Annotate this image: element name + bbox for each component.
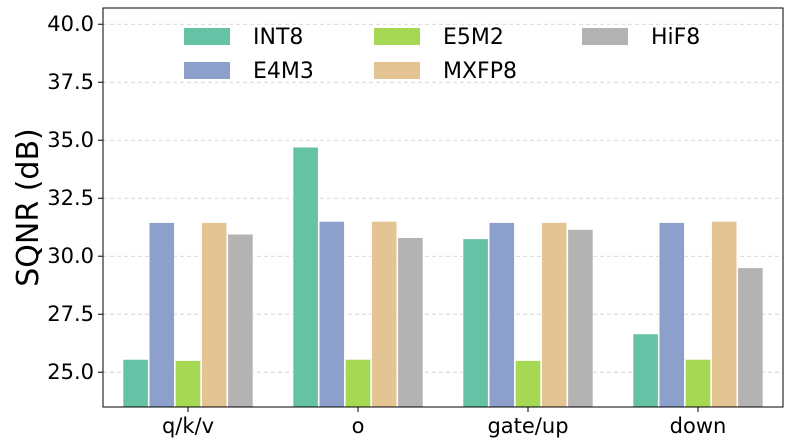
- bar-e5m2-2: [515, 360, 541, 408]
- bar-int8-3: [632, 333, 659, 408]
- y-tick-label: 40.0: [47, 12, 94, 36]
- bar-mxfp8-3: [711, 221, 738, 408]
- legend-swatch: [582, 28, 628, 45]
- bar-group-0: [122, 222, 254, 408]
- legend-swatch: [374, 62, 420, 79]
- bar-e4m3-1: [318, 221, 345, 408]
- y-tick-label: 32.5: [47, 186, 94, 210]
- legend-item-e5m2: E5M2: [374, 25, 504, 50]
- legend-item-e4m3: E4M3: [184, 59, 314, 84]
- legend: INT8 E4M3 E5M2 MXFP8 HiF8: [184, 25, 700, 84]
- x-tick-label: down: [670, 414, 727, 438]
- y-axis-title: SQNR (dB): [11, 128, 46, 287]
- x-tick-label: q/k/v: [162, 414, 214, 438]
- legend-label: E4M3: [253, 59, 314, 84]
- x-tick-label: o: [352, 414, 365, 438]
- bar-hif8-3: [737, 267, 764, 408]
- bar-mxfp8-0: [201, 222, 228, 408]
- legend-swatch: [374, 28, 420, 45]
- legend-swatch: [184, 62, 230, 79]
- y-tick-label: 30.0: [47, 244, 94, 268]
- bar-int8-0: [122, 359, 149, 408]
- bar-e5m2-1: [345, 359, 371, 408]
- bar-group-1: [292, 146, 424, 408]
- bar-hif8-1: [397, 237, 424, 408]
- y-tick-label: 25.0: [47, 360, 94, 384]
- x-axis: q/k/v o gate/up down: [162, 407, 726, 438]
- legend-swatch: [184, 28, 230, 45]
- legend-item-int8: INT8: [184, 25, 303, 50]
- bar-group-3: [632, 221, 764, 408]
- legend-label: HiF8: [651, 25, 700, 50]
- bar-hif8-2: [567, 229, 594, 408]
- y-tick-label: 37.5: [47, 70, 94, 94]
- legend-label: E5M2: [443, 25, 504, 50]
- bar-e4m3-3: [658, 222, 685, 408]
- legend-label: MXFP8: [443, 59, 517, 84]
- bar-mxfp8-1: [371, 221, 398, 408]
- bar-e5m2-0: [175, 360, 201, 408]
- x-tick-label: gate/up: [487, 414, 568, 438]
- bar-groups: [122, 146, 764, 408]
- bar-int8-1: [292, 146, 319, 408]
- bar-int8-2: [462, 238, 489, 408]
- bar-mxfp8-2: [541, 222, 568, 408]
- plot-frame: [102, 7, 784, 408]
- legend-item-hif8: HiF8: [582, 25, 700, 50]
- bar-e5m2-3: [685, 359, 711, 408]
- y-tick-label: 35.0: [47, 128, 94, 152]
- y-axis: 25.0 27.5 30.0 32.5 35.0 37.5 40.0: [47, 12, 103, 384]
- bar-e4m3-0: [148, 222, 175, 408]
- bar-group-2: [462, 222, 594, 408]
- legend-label: INT8: [253, 25, 303, 50]
- bar-e4m3-2: [488, 222, 515, 408]
- legend-item-mxfp8: MXFP8: [374, 59, 517, 84]
- y-tick-label: 27.5: [47, 302, 94, 326]
- bar-hif8-0: [227, 233, 254, 408]
